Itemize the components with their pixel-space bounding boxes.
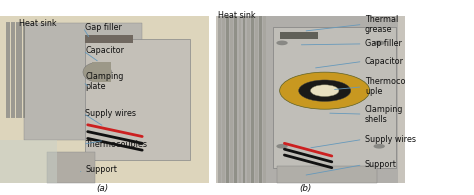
Text: (a): (a) [96, 184, 108, 193]
Text: Clamping
shells: Clamping shells [365, 105, 403, 124]
FancyBboxPatch shape [259, 16, 262, 183]
FancyBboxPatch shape [246, 16, 249, 183]
Text: Clamping
plate: Clamping plate [85, 72, 124, 91]
Text: Supply wires: Supply wires [365, 135, 416, 144]
Circle shape [276, 41, 288, 45]
FancyBboxPatch shape [0, 140, 57, 183]
FancyBboxPatch shape [255, 16, 258, 183]
FancyBboxPatch shape [218, 16, 398, 183]
FancyBboxPatch shape [47, 152, 95, 183]
Text: Thermocouples: Thermocouples [85, 140, 147, 149]
FancyBboxPatch shape [251, 16, 254, 183]
Circle shape [299, 80, 351, 101]
Text: Gap filler: Gap filler [365, 39, 402, 48]
FancyBboxPatch shape [263, 16, 266, 183]
FancyBboxPatch shape [277, 166, 377, 183]
Text: (b): (b) [300, 184, 312, 193]
FancyBboxPatch shape [0, 16, 209, 183]
FancyBboxPatch shape [273, 27, 396, 168]
FancyBboxPatch shape [85, 39, 190, 160]
FancyBboxPatch shape [222, 16, 225, 183]
Text: Heat sink: Heat sink [218, 11, 255, 20]
FancyBboxPatch shape [24, 23, 142, 140]
FancyBboxPatch shape [243, 16, 246, 183]
FancyBboxPatch shape [218, 16, 221, 183]
Text: Support: Support [365, 160, 397, 169]
Circle shape [280, 72, 370, 109]
Text: Capacitor: Capacitor [85, 46, 124, 55]
Text: Capacitor: Capacitor [365, 57, 404, 66]
FancyBboxPatch shape [235, 16, 237, 183]
FancyBboxPatch shape [280, 32, 318, 39]
Text: Heat sink: Heat sink [19, 19, 56, 28]
Circle shape [310, 85, 339, 97]
Ellipse shape [83, 62, 111, 82]
FancyBboxPatch shape [238, 16, 241, 183]
Text: Thermoco
uple: Thermoco uple [365, 77, 405, 96]
FancyBboxPatch shape [85, 35, 133, 43]
Circle shape [374, 41, 385, 45]
Text: Supply wires: Supply wires [85, 109, 137, 118]
Text: Thermal
grease: Thermal grease [365, 15, 398, 34]
Text: Support: Support [85, 165, 117, 174]
Text: Gap filler: Gap filler [85, 23, 122, 32]
FancyBboxPatch shape [92, 62, 111, 82]
FancyBboxPatch shape [216, 16, 405, 183]
Circle shape [276, 144, 288, 149]
FancyBboxPatch shape [230, 16, 233, 183]
Circle shape [374, 144, 385, 149]
FancyBboxPatch shape [226, 16, 229, 183]
